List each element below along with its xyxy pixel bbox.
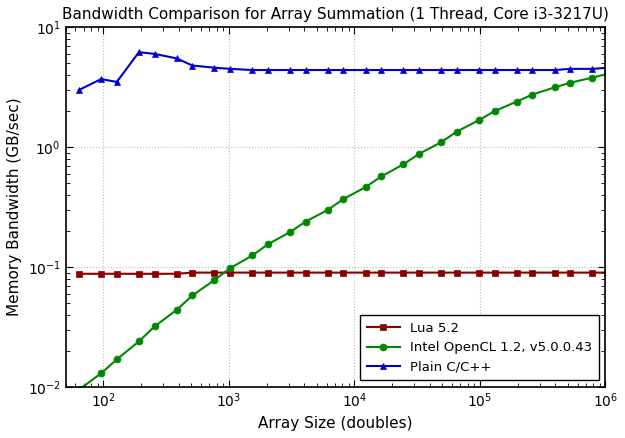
Lua 5.2 bbox=[113, 271, 121, 276]
Plain C/C++ bbox=[173, 56, 181, 61]
Intel OpenCL 1.2, v5.0.0.43 bbox=[604, 71, 612, 76]
Lua 5.2 bbox=[589, 270, 596, 275]
Y-axis label: Memory Bandwidth (GB/sec): Memory Bandwidth (GB/sec) bbox=[7, 98, 22, 317]
Plain C/C++ bbox=[75, 87, 82, 92]
Lua 5.2 bbox=[475, 270, 482, 275]
Intel OpenCL 1.2, v5.0.0.43 bbox=[529, 92, 536, 97]
Intel OpenCL 1.2, v5.0.0.43 bbox=[173, 307, 181, 312]
Plain C/C++ bbox=[324, 67, 332, 73]
Plain C/C++ bbox=[491, 67, 498, 73]
Line: Intel OpenCL 1.2, v5.0.0.43: Intel OpenCL 1.2, v5.0.0.43 bbox=[76, 70, 611, 393]
Intel OpenCL 1.2, v5.0.0.43 bbox=[151, 324, 158, 329]
Intel OpenCL 1.2, v5.0.0.43 bbox=[551, 85, 558, 90]
Lua 5.2 bbox=[362, 270, 369, 275]
Lua 5.2 bbox=[302, 270, 309, 275]
Intel OpenCL 1.2, v5.0.0.43 bbox=[438, 140, 445, 145]
Plain C/C++ bbox=[362, 67, 369, 73]
Intel OpenCL 1.2, v5.0.0.43 bbox=[75, 387, 82, 392]
Lua 5.2 bbox=[416, 270, 423, 275]
Lua 5.2 bbox=[135, 271, 142, 276]
Lua 5.2 bbox=[226, 270, 234, 275]
Intel OpenCL 1.2, v5.0.0.43 bbox=[566, 80, 574, 85]
Lua 5.2 bbox=[513, 270, 521, 275]
Lua 5.2 bbox=[491, 270, 498, 275]
Plain C/C++ bbox=[589, 66, 596, 71]
Title: Bandwidth Comparison for Array Summation (1 Thread, Core i3-3217U): Bandwidth Comparison for Array Summation… bbox=[62, 7, 609, 22]
Plain C/C++ bbox=[340, 67, 348, 73]
Plain C/C++ bbox=[135, 49, 142, 55]
Plain C/C++ bbox=[286, 67, 294, 73]
Line: Lua 5.2: Lua 5.2 bbox=[76, 269, 611, 277]
Plain C/C++ bbox=[302, 67, 309, 73]
Intel OpenCL 1.2, v5.0.0.43 bbox=[453, 129, 461, 134]
Intel OpenCL 1.2, v5.0.0.43 bbox=[589, 75, 596, 80]
Plain C/C++ bbox=[151, 51, 158, 57]
Plain C/C++ bbox=[604, 65, 612, 71]
Plain C/C++ bbox=[226, 66, 234, 71]
Intel OpenCL 1.2, v5.0.0.43 bbox=[211, 277, 218, 283]
Lua 5.2 bbox=[189, 270, 196, 275]
Plain C/C++ bbox=[98, 77, 105, 82]
Plain C/C++ bbox=[551, 67, 558, 73]
Plain C/C++ bbox=[378, 67, 385, 73]
Legend: Lua 5.2, Intel OpenCL 1.2, v5.0.0.43, Plain C/C++: Lua 5.2, Intel OpenCL 1.2, v5.0.0.43, Pl… bbox=[360, 315, 599, 381]
Lua 5.2 bbox=[249, 270, 256, 275]
Lua 5.2 bbox=[551, 270, 558, 275]
Plain C/C++ bbox=[475, 67, 482, 73]
Intel OpenCL 1.2, v5.0.0.43 bbox=[286, 230, 294, 235]
Lua 5.2 bbox=[211, 270, 218, 275]
Plain C/C++ bbox=[211, 65, 218, 71]
Intel OpenCL 1.2, v5.0.0.43 bbox=[98, 371, 105, 376]
Intel OpenCL 1.2, v5.0.0.43 bbox=[249, 253, 256, 258]
Plain C/C++ bbox=[416, 67, 423, 73]
Lua 5.2 bbox=[453, 270, 461, 275]
Lua 5.2 bbox=[264, 270, 272, 275]
Line: Plain C/C++: Plain C/C++ bbox=[76, 49, 611, 93]
Lua 5.2 bbox=[604, 270, 612, 275]
Lua 5.2 bbox=[529, 270, 536, 275]
Intel OpenCL 1.2, v5.0.0.43 bbox=[340, 196, 348, 201]
Lua 5.2 bbox=[399, 270, 407, 275]
Lua 5.2 bbox=[98, 271, 105, 276]
Plain C/C++ bbox=[113, 79, 121, 85]
Lua 5.2 bbox=[75, 271, 82, 276]
Intel OpenCL 1.2, v5.0.0.43 bbox=[302, 219, 309, 224]
Plain C/C++ bbox=[249, 67, 256, 73]
Plain C/C++ bbox=[399, 67, 407, 73]
Intel OpenCL 1.2, v5.0.0.43 bbox=[264, 242, 272, 247]
Plain C/C++ bbox=[438, 67, 445, 73]
Lua 5.2 bbox=[378, 270, 385, 275]
Intel OpenCL 1.2, v5.0.0.43 bbox=[362, 184, 369, 190]
Intel OpenCL 1.2, v5.0.0.43 bbox=[378, 174, 385, 179]
Plain C/C++ bbox=[264, 67, 272, 73]
Lua 5.2 bbox=[286, 270, 294, 275]
Intel OpenCL 1.2, v5.0.0.43 bbox=[189, 293, 196, 298]
Intel OpenCL 1.2, v5.0.0.43 bbox=[399, 162, 407, 167]
Lua 5.2 bbox=[340, 270, 348, 275]
Intel OpenCL 1.2, v5.0.0.43 bbox=[416, 151, 423, 156]
Intel OpenCL 1.2, v5.0.0.43 bbox=[113, 357, 121, 362]
Intel OpenCL 1.2, v5.0.0.43 bbox=[226, 265, 234, 271]
Intel OpenCL 1.2, v5.0.0.43 bbox=[475, 117, 482, 123]
Lua 5.2 bbox=[324, 270, 332, 275]
Plain C/C++ bbox=[566, 66, 574, 71]
Plain C/C++ bbox=[529, 67, 536, 73]
Intel OpenCL 1.2, v5.0.0.43 bbox=[513, 99, 521, 104]
Lua 5.2 bbox=[151, 271, 158, 276]
Lua 5.2 bbox=[566, 270, 574, 275]
Lua 5.2 bbox=[173, 271, 181, 276]
Intel OpenCL 1.2, v5.0.0.43 bbox=[324, 207, 332, 212]
Plain C/C++ bbox=[453, 67, 461, 73]
Intel OpenCL 1.2, v5.0.0.43 bbox=[491, 109, 498, 114]
X-axis label: Array Size (doubles): Array Size (doubles) bbox=[258, 416, 412, 431]
Lua 5.2 bbox=[438, 270, 445, 275]
Intel OpenCL 1.2, v5.0.0.43 bbox=[135, 339, 142, 344]
Plain C/C++ bbox=[189, 63, 196, 68]
Plain C/C++ bbox=[513, 67, 521, 73]
